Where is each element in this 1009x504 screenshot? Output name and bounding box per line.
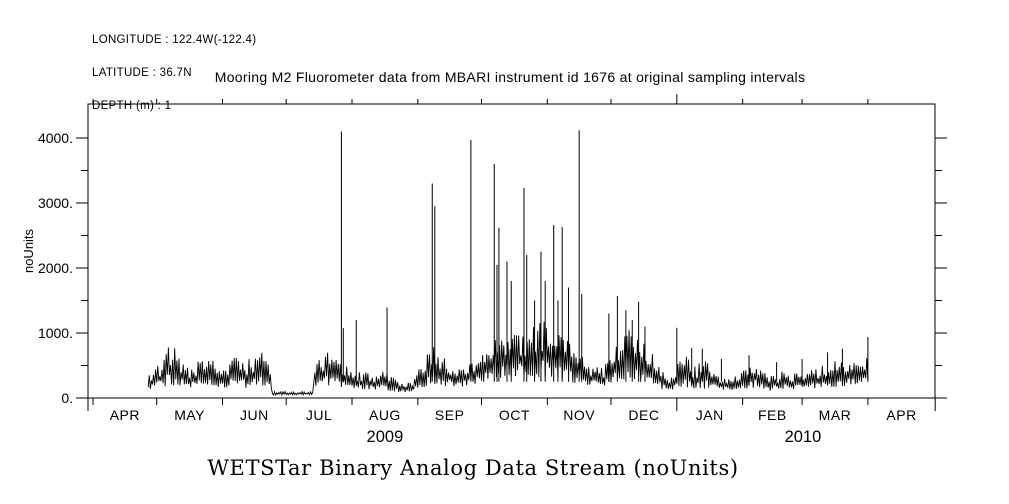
- x-tick-label: AUG: [369, 407, 401, 423]
- x-tick-label: APR: [110, 407, 140, 423]
- plot-frame: [87, 103, 936, 399]
- plot-title: Mooring M2 Fluorometer data from MBARI i…: [214, 69, 806, 85]
- y-tick-label: 4000.: [38, 130, 73, 146]
- series-trace: [147, 321, 869, 397]
- x-tick-label: JUN: [240, 407, 269, 423]
- x-tick-label: MAR: [819, 407, 852, 423]
- x-tick-label: SEP: [435, 407, 465, 423]
- data-series: [147, 130, 869, 397]
- y-axis-title: noUnits: [21, 228, 36, 273]
- x-tick-label: DEC: [628, 407, 659, 423]
- x-tick-label: OCT: [499, 407, 530, 423]
- figure-title: WETSTar Binary Analog Data Stream (noUni…: [207, 456, 739, 480]
- y-tick-label: 2000.: [38, 260, 73, 276]
- x-tick-label: JAN: [696, 407, 724, 423]
- y-tick-label: 3000.: [38, 195, 73, 211]
- x-tick-label: FEB: [758, 407, 787, 423]
- x-tick-label: JUL: [306, 407, 332, 423]
- header-latitude: LATITUDE : 36.7N: [92, 67, 192, 79]
- y-tick-label: 1000.: [38, 325, 73, 341]
- x-tick-label: NOV: [563, 407, 595, 423]
- header-longitude: LONGITUDE : 122.4W(-122.4): [92, 34, 257, 46]
- x-tick-label: MAY: [174, 407, 205, 423]
- header-depth: DEPTH (m) : 1: [92, 100, 172, 112]
- x-tick-label: APR: [886, 407, 916, 423]
- x-year-label: 2010: [785, 428, 822, 446]
- location-header: LONGITUDE : 122.4W(-122.4) LATITUDE : 36…: [92, 13, 256, 134]
- y-tick-label: 0.: [61, 390, 73, 406]
- x-year-label: 2009: [367, 428, 404, 446]
